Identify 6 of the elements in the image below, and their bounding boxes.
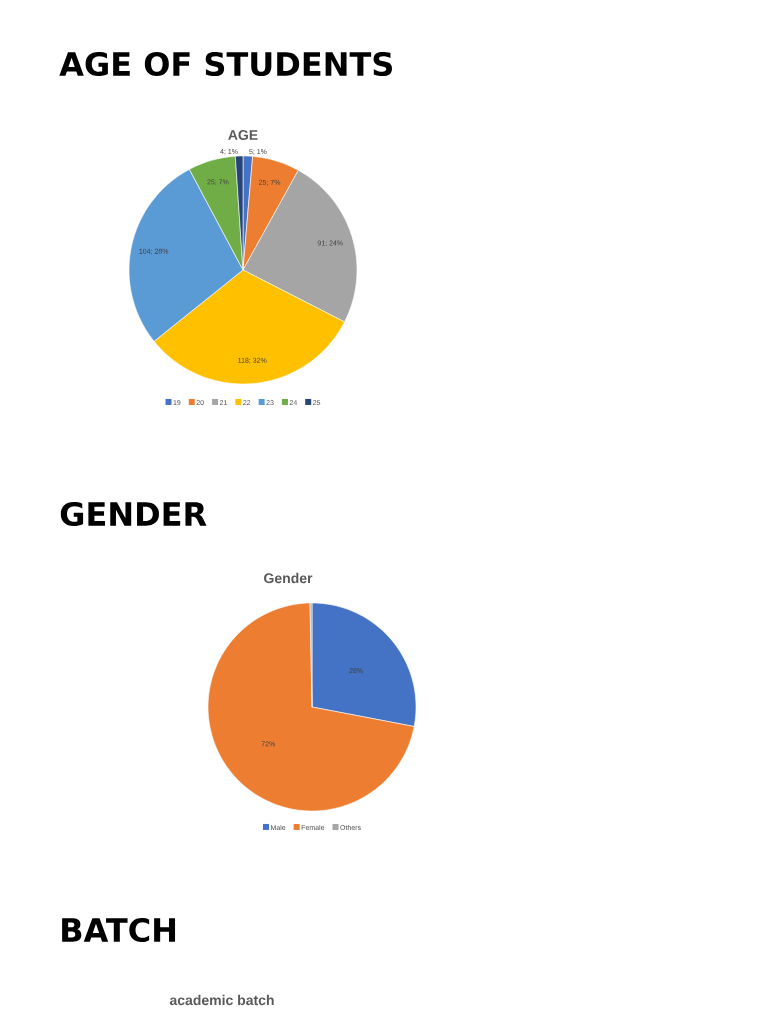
- chart-subtitle: AGE: [228, 130, 258, 140]
- chart-title: AGE OF STUDENTS: [59, 51, 392, 77]
- text: BATCH: [62, 917, 176, 943]
- chart-title: GENDER: [60, 501, 207, 527]
- text: academic batch: [169, 994, 274, 1006]
- chart-subtitle: Gender: [264, 572, 313, 584]
